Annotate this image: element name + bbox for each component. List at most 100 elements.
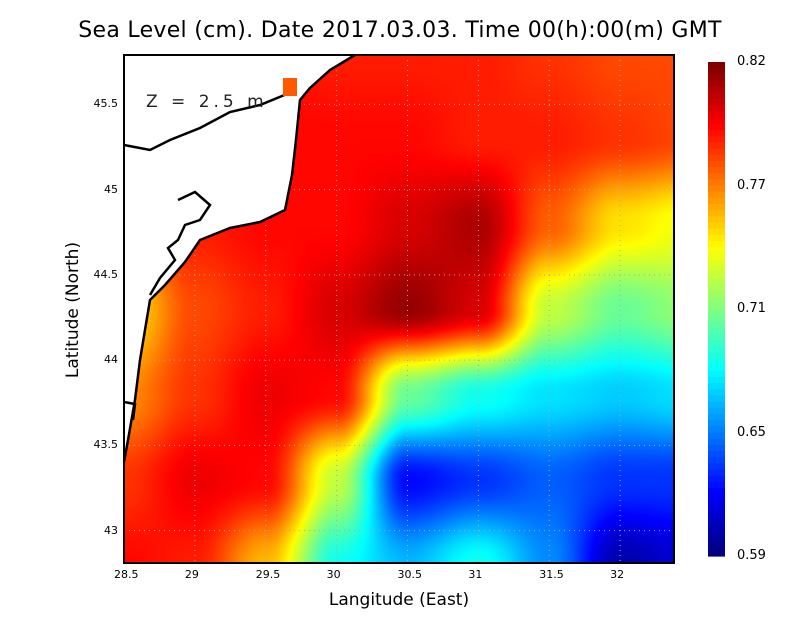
colorbar-segment [708, 62, 725, 69]
colorbar-segment [708, 395, 725, 403]
coastal-cell [283, 78, 297, 96]
colorbar-segment [708, 531, 725, 539]
colorbar-segment [708, 426, 725, 434]
colorbar-label: 0.82 [737, 54, 766, 69]
colorbar-segment [708, 500, 725, 508]
colorbar-label: 0.59 [737, 548, 766, 563]
colorbar-segment [708, 469, 725, 477]
colorbar-segment [708, 222, 725, 230]
depth-annotation: Z = 2.5 m [146, 92, 268, 112]
colorbar-segment [708, 420, 725, 427]
colorbar-segment [708, 413, 725, 421]
x-tick-label: 31.5 [539, 568, 564, 581]
colorbar-segment [708, 204, 725, 211]
y-tick-label: 43 [104, 523, 118, 537]
colorbar-segment [708, 327, 725, 335]
y-tick-label: 43.5 [93, 438, 119, 452]
colorbar-segment [708, 352, 725, 359]
colorbar-segment [708, 457, 725, 464]
colorbar-segment [708, 506, 725, 514]
coastline [122, 53, 356, 463]
colorbar-segment [708, 481, 725, 489]
x-tick-label: 28.5 [114, 568, 139, 581]
colorbar-segment [708, 315, 725, 322]
x-tick-label: 30 [326, 568, 341, 581]
colorbar-segment [708, 290, 725, 298]
x-tick-label: 32 [610, 568, 625, 581]
colorbar-segment [708, 228, 725, 236]
y-tick-label: 45.5 [93, 97, 119, 111]
colorbar-segment [708, 339, 725, 347]
colorbar-segment [708, 179, 725, 187]
colorbar-segment [708, 488, 725, 495]
colorbar-segment [708, 463, 725, 471]
colorbar-segment [708, 401, 725, 409]
colorbar-segment [708, 370, 725, 378]
colorbar-segment [708, 129, 725, 137]
colorbar-segment [708, 309, 725, 316]
y-axis-label: Latitude (North) [63, 241, 83, 379]
colorbar-segment [708, 123, 725, 131]
colorbar-segment [708, 117, 725, 125]
y-tick-label: 45 [104, 182, 118, 196]
colorbar-segment [708, 543, 725, 551]
coastline-inner [123, 88, 297, 152]
colorbar [708, 62, 725, 557]
x-tick-label: 30.5 [397, 568, 423, 581]
colorbar-segment [708, 154, 725, 162]
colorbar-segment [708, 216, 725, 224]
colorbar-segment [708, 494, 725, 502]
colorbar-segment [708, 197, 725, 205]
colorbar-segment [708, 358, 725, 366]
colorbar-segment [708, 247, 725, 255]
colorbar-segment [708, 271, 725, 279]
colorbar-segment [708, 333, 725, 341]
colorbar-segment [708, 142, 725, 150]
x-tick-label: 29 [184, 568, 199, 581]
colorbar-segment [708, 74, 725, 82]
x-tick-label: 31 [468, 568, 483, 581]
colorbar-segment [708, 364, 725, 372]
coastline-south [123, 400, 137, 421]
colorbar-segment [708, 296, 725, 304]
colorbar-segment [708, 241, 725, 248]
y-tick-label: 44 [104, 353, 118, 367]
colorbar-segment [708, 383, 725, 390]
colorbar-segment [708, 185, 725, 193]
colorbar-segment [708, 86, 725, 94]
colorbar-segment [708, 265, 725, 273]
colorbar-segment [708, 166, 725, 174]
colorbar-segment [708, 136, 725, 143]
colorbar-segment [708, 346, 725, 353]
colorbar-segment [708, 234, 725, 242]
colorbar-segment [708, 278, 725, 285]
y-tick-label: 44.5 [93, 267, 119, 281]
land-mask [124, 55, 355, 462]
colorbar-segment [708, 105, 725, 112]
colorbar-segment [708, 284, 725, 292]
colorbar-segment [708, 376, 725, 384]
colorbar-segment [708, 191, 725, 199]
colorbar-segment [708, 438, 725, 446]
colorbar-segment [708, 99, 725, 106]
colorbar-label: 0.77 [737, 177, 766, 193]
colorbar-segment [708, 210, 725, 217]
colorbar-segment [708, 451, 725, 458]
colorbar-segment [708, 160, 725, 168]
colorbar-segment [708, 518, 725, 526]
colorbar-segment [708, 432, 725, 440]
colorbar-segment [708, 253, 725, 261]
colorbar-segment [708, 549, 725, 557]
colorbar-label: 0.65 [737, 424, 766, 440]
colorbar-segment [708, 111, 725, 119]
colorbar-segment [708, 173, 725, 180]
colorbar-segment [708, 148, 725, 156]
grid-lines [123, 55, 674, 563]
plot-frame [123, 54, 675, 564]
colorbar-segment [708, 80, 725, 88]
colorbar-segment [708, 259, 725, 267]
colorbar-segment [708, 92, 725, 100]
x-tick-label: 29.5 [255, 568, 281, 581]
colorbar-segment [708, 321, 725, 329]
